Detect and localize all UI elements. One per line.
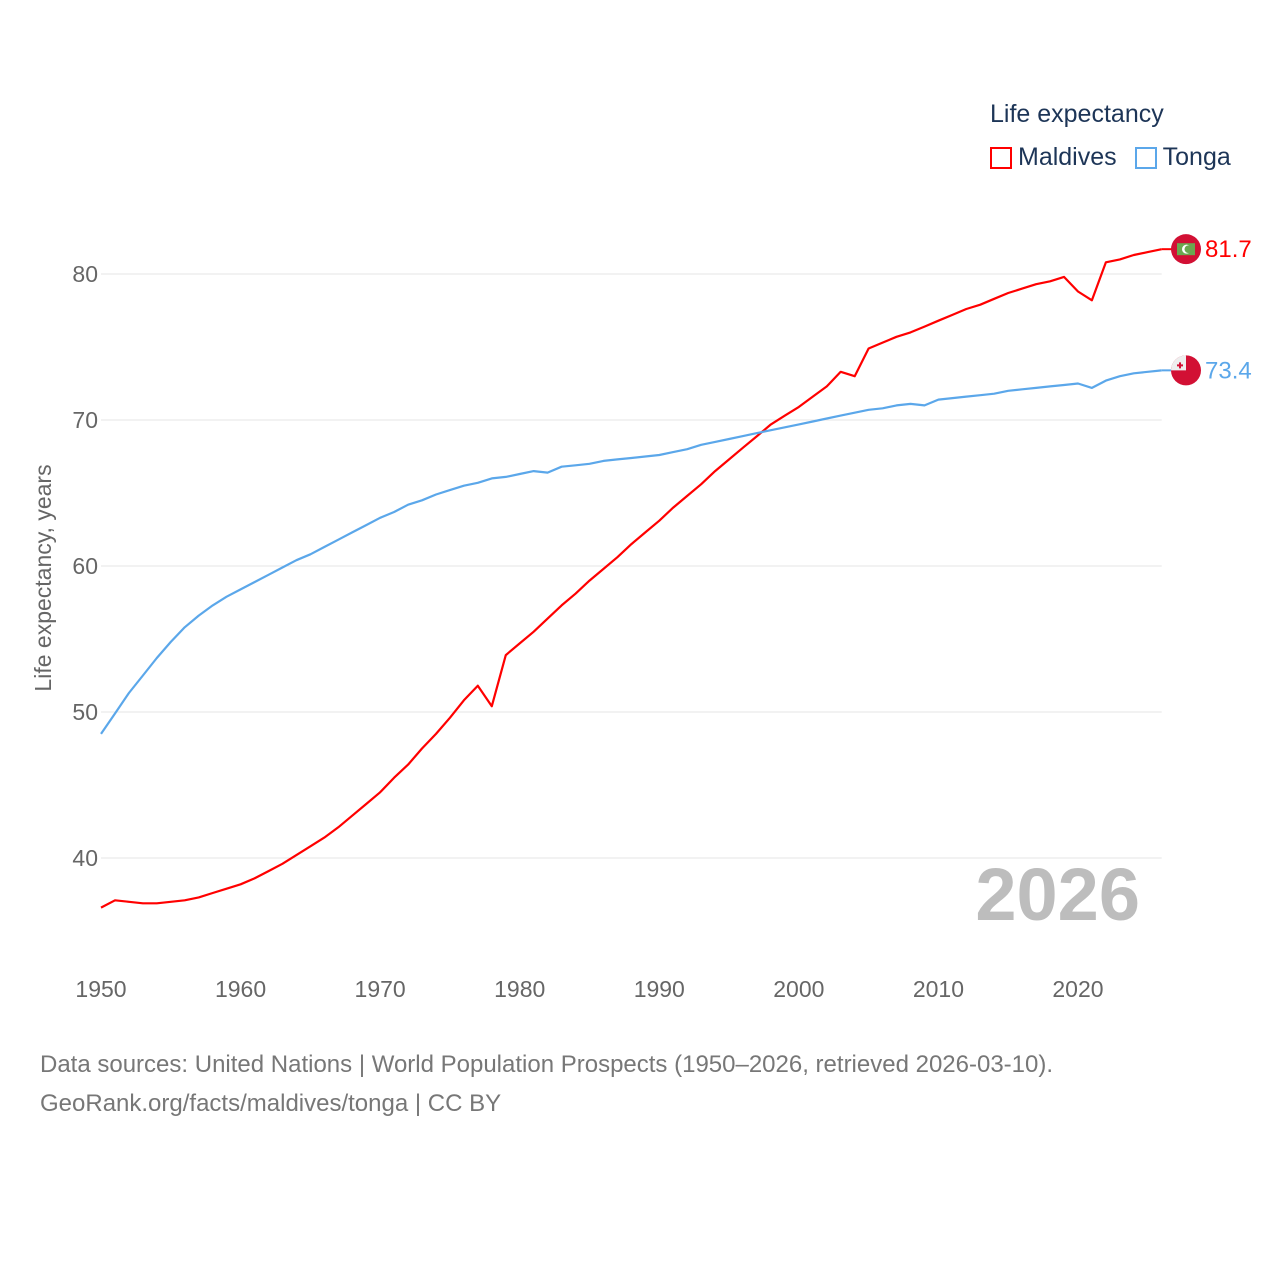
y-tick-label: 80	[72, 261, 98, 287]
legend-swatch-maldives	[990, 146, 1012, 169]
y-tick-label: 50	[72, 699, 98, 725]
year-watermark: 2026	[975, 853, 1140, 936]
legend-label-maldives: Maldives	[1018, 143, 1117, 171]
legend-item-tonga[interactable]: Tonga	[1134, 143, 1231, 172]
x-tick-label: 1970	[355, 976, 406, 1002]
end-value-label-tonga: 73.4	[1205, 357, 1252, 384]
series-line-maldives	[100, 248, 1162, 909]
y-tick-label: 40	[72, 845, 98, 871]
tonga-flag-canton	[1171, 355, 1186, 371]
legend-title: Life expectancy	[990, 100, 1164, 128]
legend-label-tonga: Tonga	[1162, 143, 1231, 171]
legend: Maldives Tonga	[990, 143, 1249, 172]
legend-swatch-tonga	[1134, 146, 1157, 169]
y-tick-label: 60	[72, 553, 98, 579]
legend-item-maldives[interactable]: Maldives	[990, 143, 1117, 172]
x-tick-label: 2020	[1052, 976, 1103, 1002]
y-tick-label: 70	[72, 407, 98, 433]
y-axis-label: Life expectancy, years	[30, 464, 56, 691]
source-line-1: Data sources: United Nations | World Pop…	[40, 1051, 1054, 1078]
source-line-2: GeoRank.org/facts/maldives/tonga | CC BY	[40, 1090, 502, 1117]
data-source-note: Data sources: United Nations | World Pop…	[40, 1045, 1053, 1123]
end-value-label-maldives: 81.7	[1205, 236, 1252, 263]
x-tick-label: 1990	[634, 976, 685, 1002]
x-tick-label: 1960	[215, 976, 266, 1002]
x-tick-label: 2000	[773, 976, 824, 1002]
x-tick-label: 1950	[75, 976, 126, 1002]
x-tick-label: 1980	[494, 976, 545, 1002]
tonga-cross-icon	[1177, 362, 1183, 369]
series-line-tonga	[100, 369, 1162, 735]
crescent-cut	[1184, 245, 1193, 253]
x-tick-label: 2010	[913, 976, 964, 1002]
